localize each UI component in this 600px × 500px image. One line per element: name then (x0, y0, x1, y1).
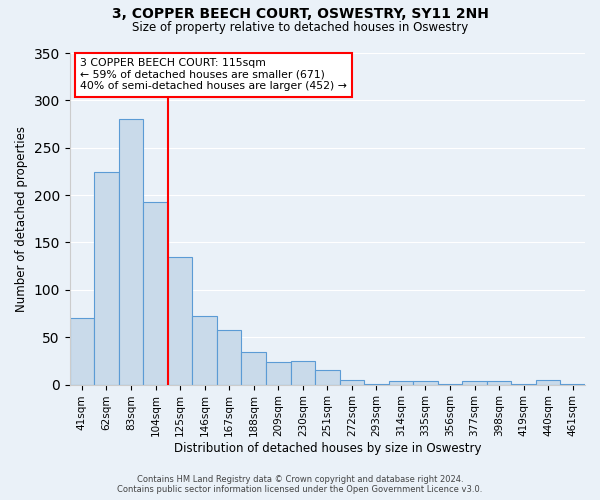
Bar (119, 120, 143, 384)
X-axis label: Distribution of detached houses by size in Oswestry: Distribution of detached houses by size … (173, 442, 481, 455)
Bar (241, 352, 266, 384)
Bar (462, 381, 487, 384)
Bar (217, 330, 241, 384)
Bar (340, 380, 364, 384)
Bar (94, 172, 119, 384)
Text: Contains HM Land Registry data © Crown copyright and database right 2024.
Contai: Contains HM Land Registry data © Crown c… (118, 474, 482, 494)
Bar (315, 370, 340, 384)
Bar (266, 362, 290, 384)
Bar (143, 202, 168, 384)
Y-axis label: Number of detached properties: Number of detached properties (15, 126, 28, 312)
Text: 3, COPPER BEECH COURT, OSWESTRY, SY11 2NH: 3, COPPER BEECH COURT, OSWESTRY, SY11 2N… (112, 8, 488, 22)
Bar (536, 380, 560, 384)
Bar (487, 381, 511, 384)
Bar (389, 381, 413, 384)
Bar (193, 316, 217, 384)
Bar (413, 381, 438, 384)
Bar (290, 361, 315, 384)
Bar (70, 318, 94, 384)
Text: 3 COPPER BEECH COURT: 115sqm
← 59% of detached houses are smaller (671)
40% of s: 3 COPPER BEECH COURT: 115sqm ← 59% of de… (80, 58, 347, 91)
Text: Size of property relative to detached houses in Oswestry: Size of property relative to detached ho… (132, 21, 468, 34)
Bar (168, 256, 193, 384)
